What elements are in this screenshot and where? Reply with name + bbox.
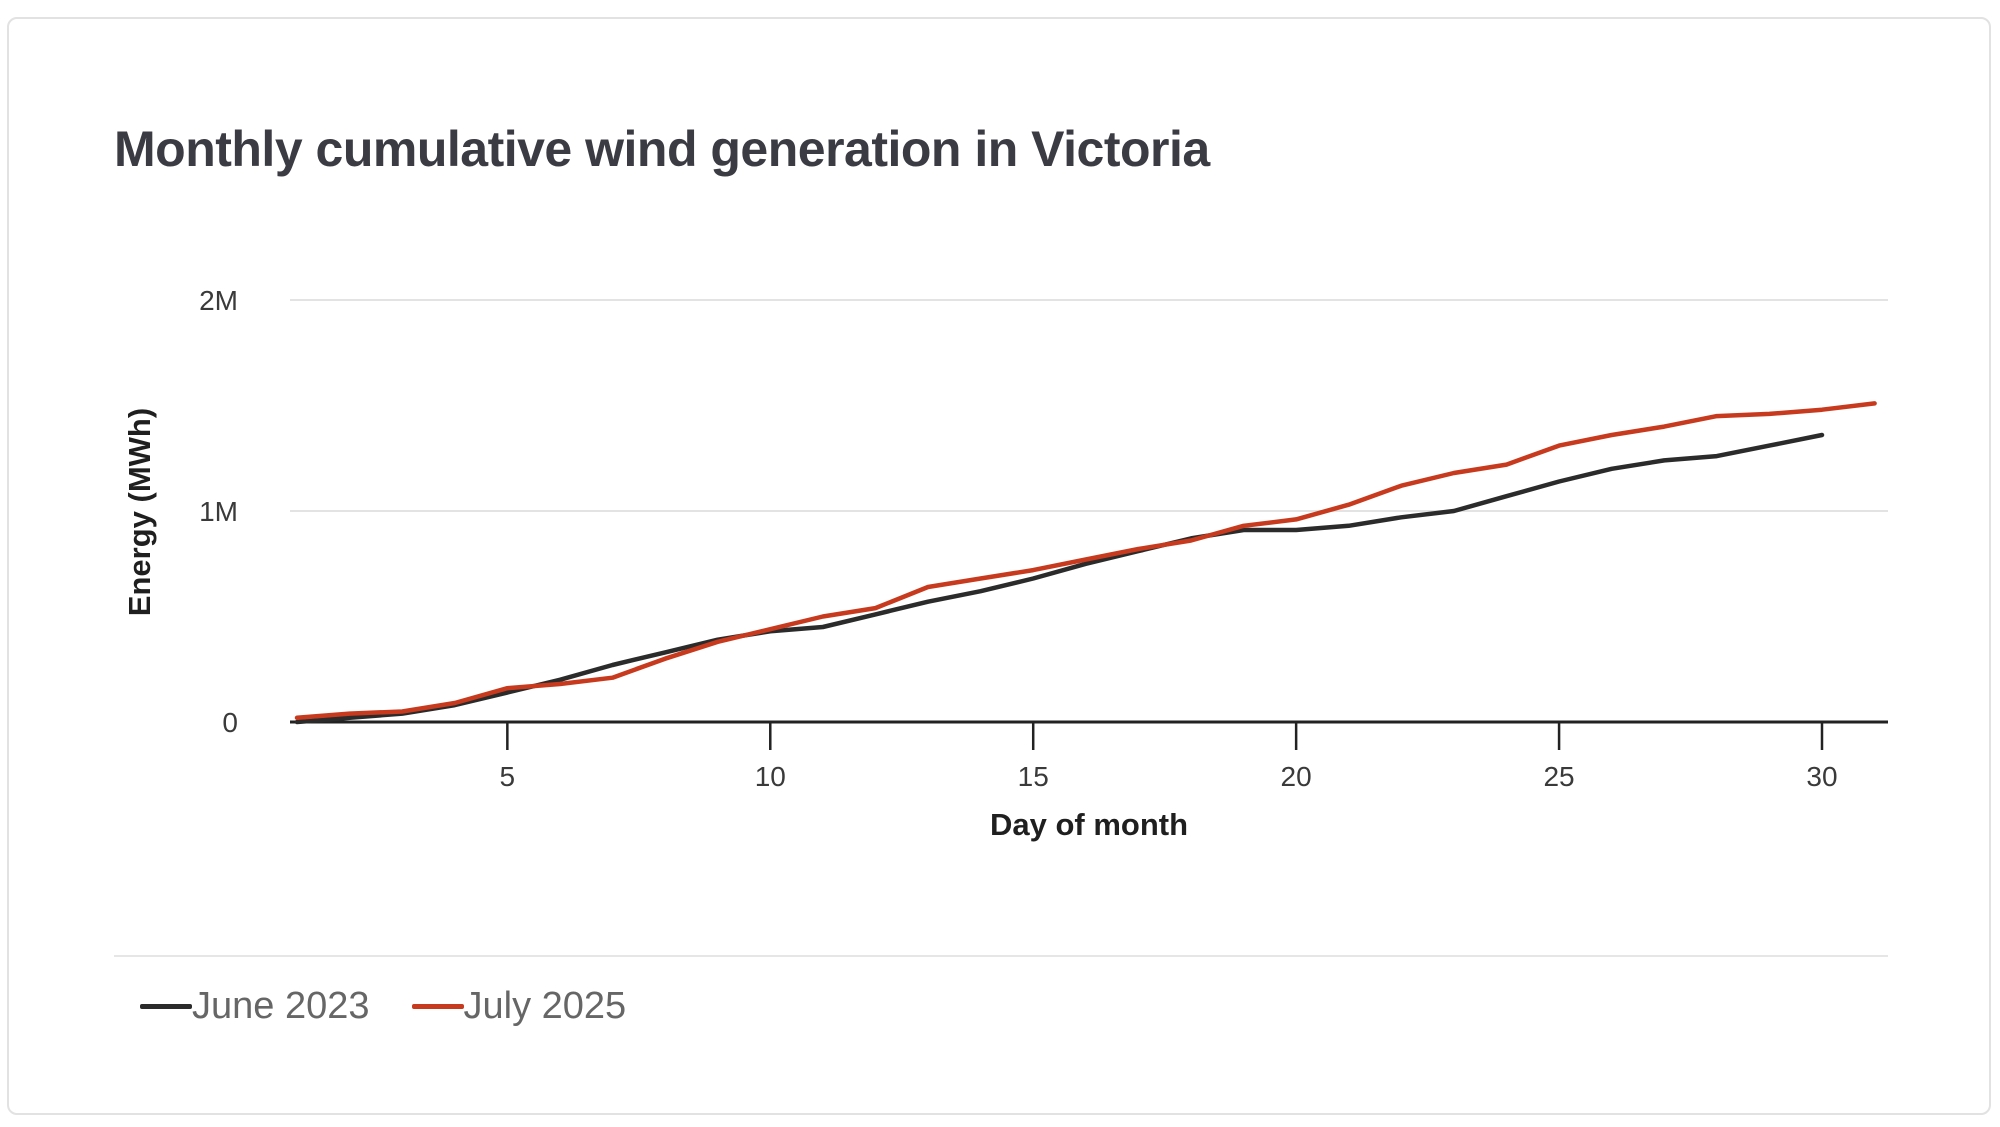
chart-title: Monthly cumulative wind generation in Vi… <box>114 121 1210 177</box>
legend-divider <box>114 955 1888 957</box>
x-tick-label: 15 <box>1018 761 1049 792</box>
y-tick-label: 2M <box>199 285 238 316</box>
chart-legend: June 2023 July 2025 <box>140 985 626 1028</box>
legend-swatch <box>140 1004 192 1009</box>
x-tick-label: 10 <box>755 761 786 792</box>
legend-label: July 2025 <box>463 985 627 1027</box>
x-axis-title: Day of month <box>990 807 1188 842</box>
y-tick-label: 0 <box>222 707 238 738</box>
legend-item: June 2023 <box>140 985 370 1028</box>
x-tick-label: 30 <box>1806 761 1837 792</box>
series-lines <box>294 401 1877 725</box>
x-tick-label: 5 <box>500 761 516 792</box>
legend-item: July 2025 <box>411 985 627 1028</box>
chart-card <box>7 17 1991 1115</box>
legend-label: June 2023 <box>192 985 370 1027</box>
x-axis-ticks: 5 10 15 20 25 30 <box>500 722 1838 792</box>
series-line-1 <box>294 401 1877 721</box>
y-axis-title: Energy (MWh) <box>122 408 157 616</box>
y-tick-label: 1M <box>199 496 238 527</box>
x-tick-label: 25 <box>1543 761 1574 792</box>
series-line-0 <box>294 432 1825 725</box>
x-tick-label: 20 <box>1281 761 1312 792</box>
legend-swatch <box>411 1004 464 1009</box>
y-axis-ticks: 0 1M 2M <box>199 285 238 738</box>
gridlines <box>290 299 1888 512</box>
